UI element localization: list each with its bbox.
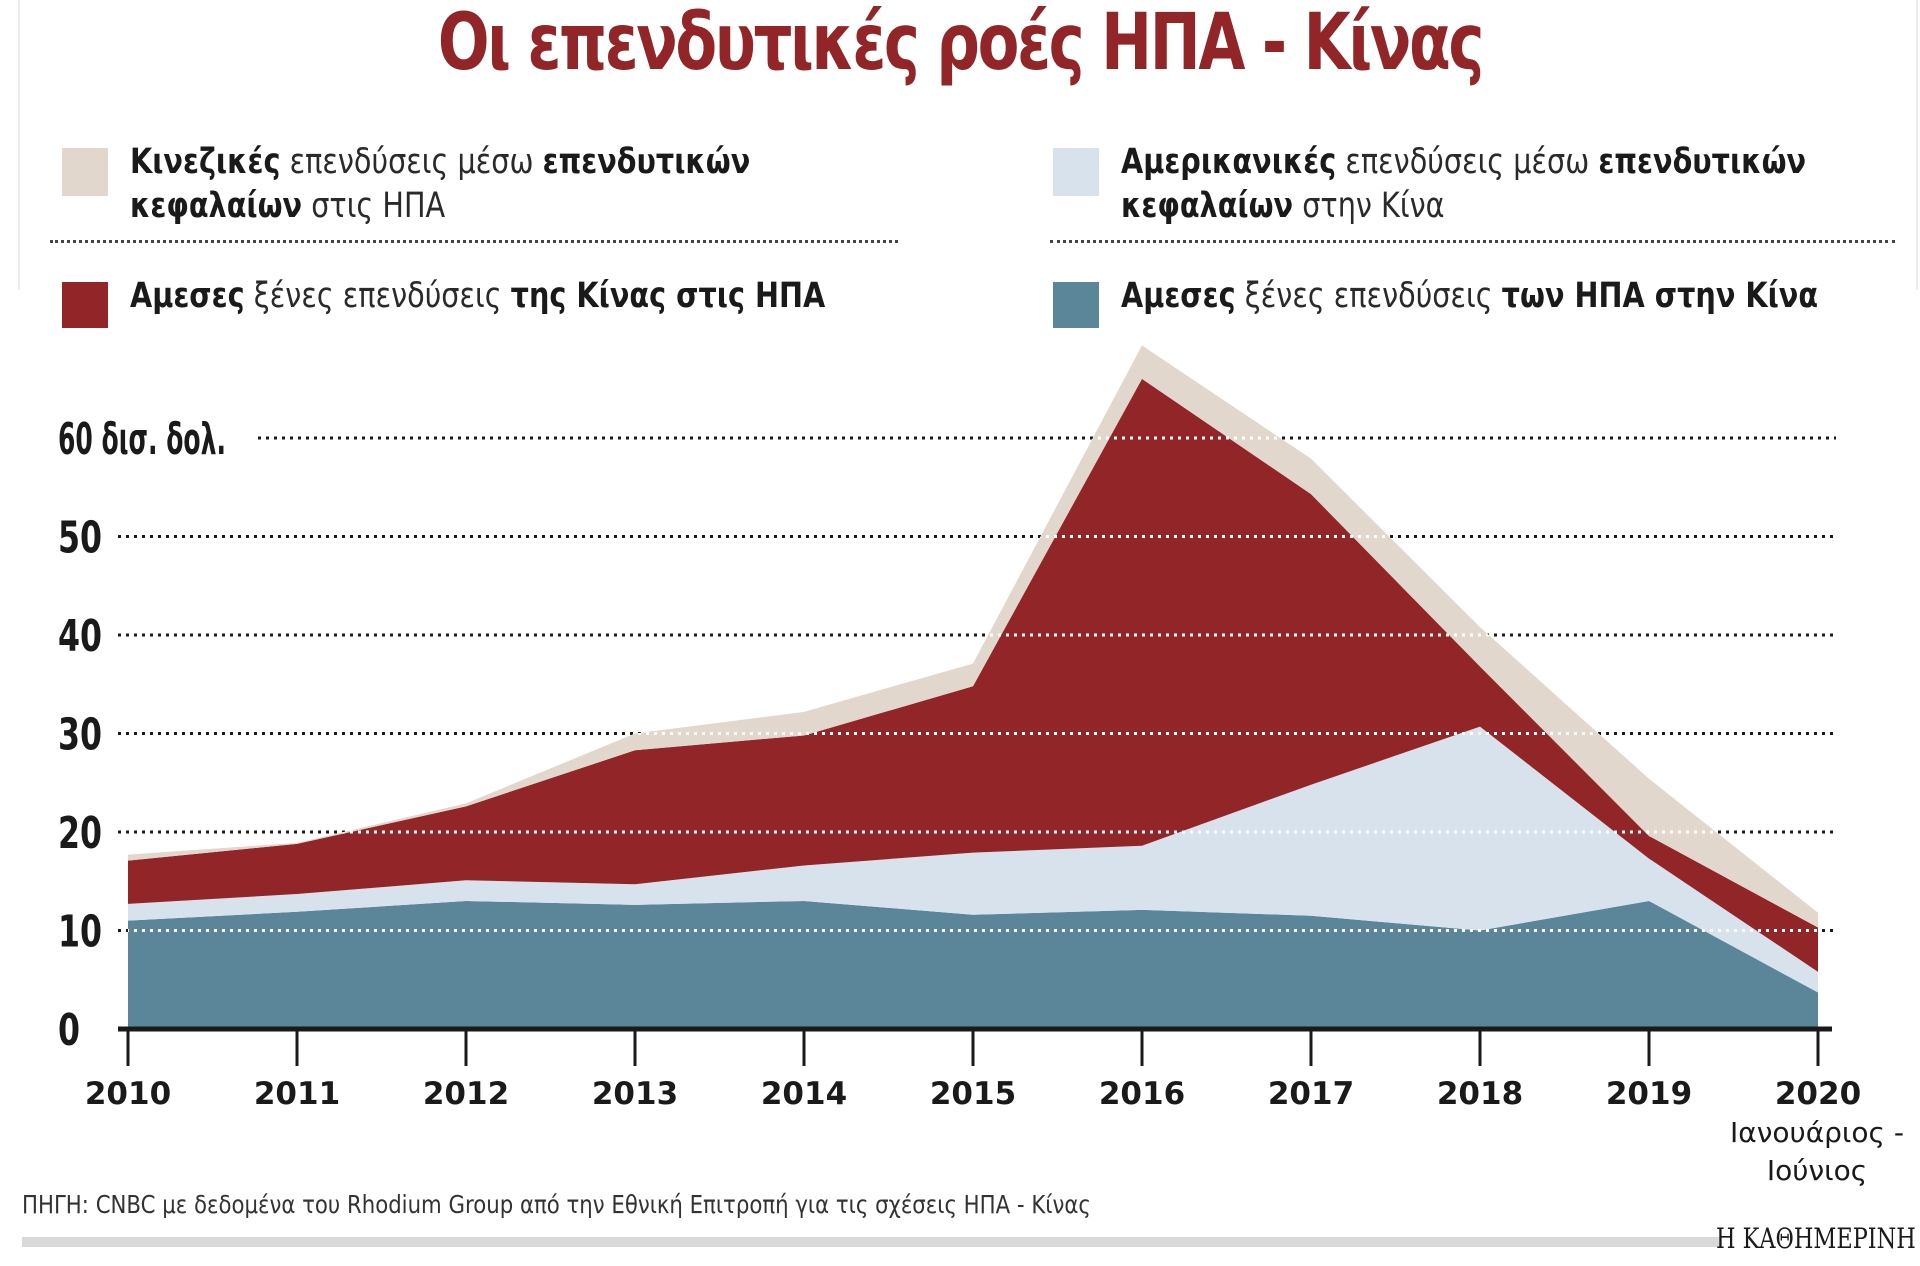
y-axis-labels: 0 10 20 30 40 50 60 δισ. δολ. xyxy=(58,414,226,1056)
y-label-10: 10 xyxy=(58,907,102,958)
source-note: ΠΗΓΗ: CNBC με δεδομένα του Rhodium Group… xyxy=(22,1190,1091,1219)
y-label-40: 40 xyxy=(58,611,102,662)
y-label-20: 20 xyxy=(58,808,102,859)
gridlines xyxy=(118,436,1836,932)
legend-label-chinese-funds: Κινεζικές επενδύσεις μέσω επενδυτικών κε… xyxy=(130,142,751,226)
x-label-2016: 2016 xyxy=(1099,1076,1185,1112)
x-sublabel-2020-line2: Ιούνιος xyxy=(1767,1154,1867,1187)
brand-logo: Η ΚΑΘΗΜΕΡΙΝΗ xyxy=(1716,1222,1916,1255)
legend-swatch-chinese-funds xyxy=(62,148,108,196)
chart-areas xyxy=(128,345,1818,1029)
x-label-2010: 2010 xyxy=(85,1076,171,1112)
chart-title: Οι επενδυτικές ροές ΗΠΑ - Κίνας xyxy=(437,0,1485,88)
legend-item-us-fdi: Αμεσες ξένες επενδύσεις των ΗΠΑ στην Κίν… xyxy=(1053,274,1920,328)
x-label-2017: 2017 xyxy=(1268,1076,1354,1112)
x-label-2018: 2018 xyxy=(1437,1076,1523,1112)
x-sublabel-2020-line1: Ιανουάριος - xyxy=(1730,1116,1904,1149)
x-axis-ticks: 2010 2011 2012 2013 2014 2015 2016 2017 2018 2019… xyxy=(85,1029,1861,1112)
y-label-0: 0 xyxy=(58,1005,80,1056)
legend-swatch-us-fdi xyxy=(1053,282,1099,328)
x-label-2013: 2013 xyxy=(592,1076,678,1112)
x-label-2020: 2020 xyxy=(1775,1076,1861,1112)
legend-item-chinese-fdi: Αμεσες ξένες επενδύσεις της Κίνας στις Η… xyxy=(62,274,978,328)
x-label-2012: 2012 xyxy=(423,1076,509,1112)
area-series-1 xyxy=(128,726,1818,993)
area-series-2 xyxy=(128,378,1818,972)
frame-right-border xyxy=(1916,0,1918,290)
legend-swatch-chinese-fdi xyxy=(62,282,108,328)
y-label-30: 30 xyxy=(58,710,102,761)
footer-bar xyxy=(22,1237,1722,1247)
x-label-2019: 2019 xyxy=(1606,1076,1692,1112)
area-series-0 xyxy=(128,900,1818,1029)
x-label-2014: 2014 xyxy=(761,1076,847,1112)
y-label-50: 50 xyxy=(58,513,102,564)
legend-swatch-us-funds xyxy=(1053,148,1099,196)
x-label-2015: 2015 xyxy=(930,1076,1016,1112)
x-label-2011: 2011 xyxy=(254,1076,340,1112)
legend-item-chinese-funds: Κινεζικές επενδύσεις μέσω επενδυτικών κε… xyxy=(62,140,886,228)
legend-divider-left xyxy=(50,240,898,243)
legend-item-us-funds: Αμερικανικές επενδύσεις μέσω επενδυτικών… xyxy=(1053,140,1920,228)
legend-label-us-funds: Αμερικανικές επενδύσεις μέσω επενδυτικών… xyxy=(1121,142,1807,226)
y-label-60: 60 δισ. δολ. xyxy=(58,414,226,465)
legend-divider-right xyxy=(1050,240,1895,243)
frame-left-border xyxy=(18,0,20,290)
legend-label-us-fdi: Αμεσες ξένες επενδύσεις των ΗΠΑ στην Κίν… xyxy=(1121,276,1819,316)
legend-label-chinese-fdi: Αμεσες ξένες επενδύσεις της Κίνας στις Η… xyxy=(130,276,826,316)
